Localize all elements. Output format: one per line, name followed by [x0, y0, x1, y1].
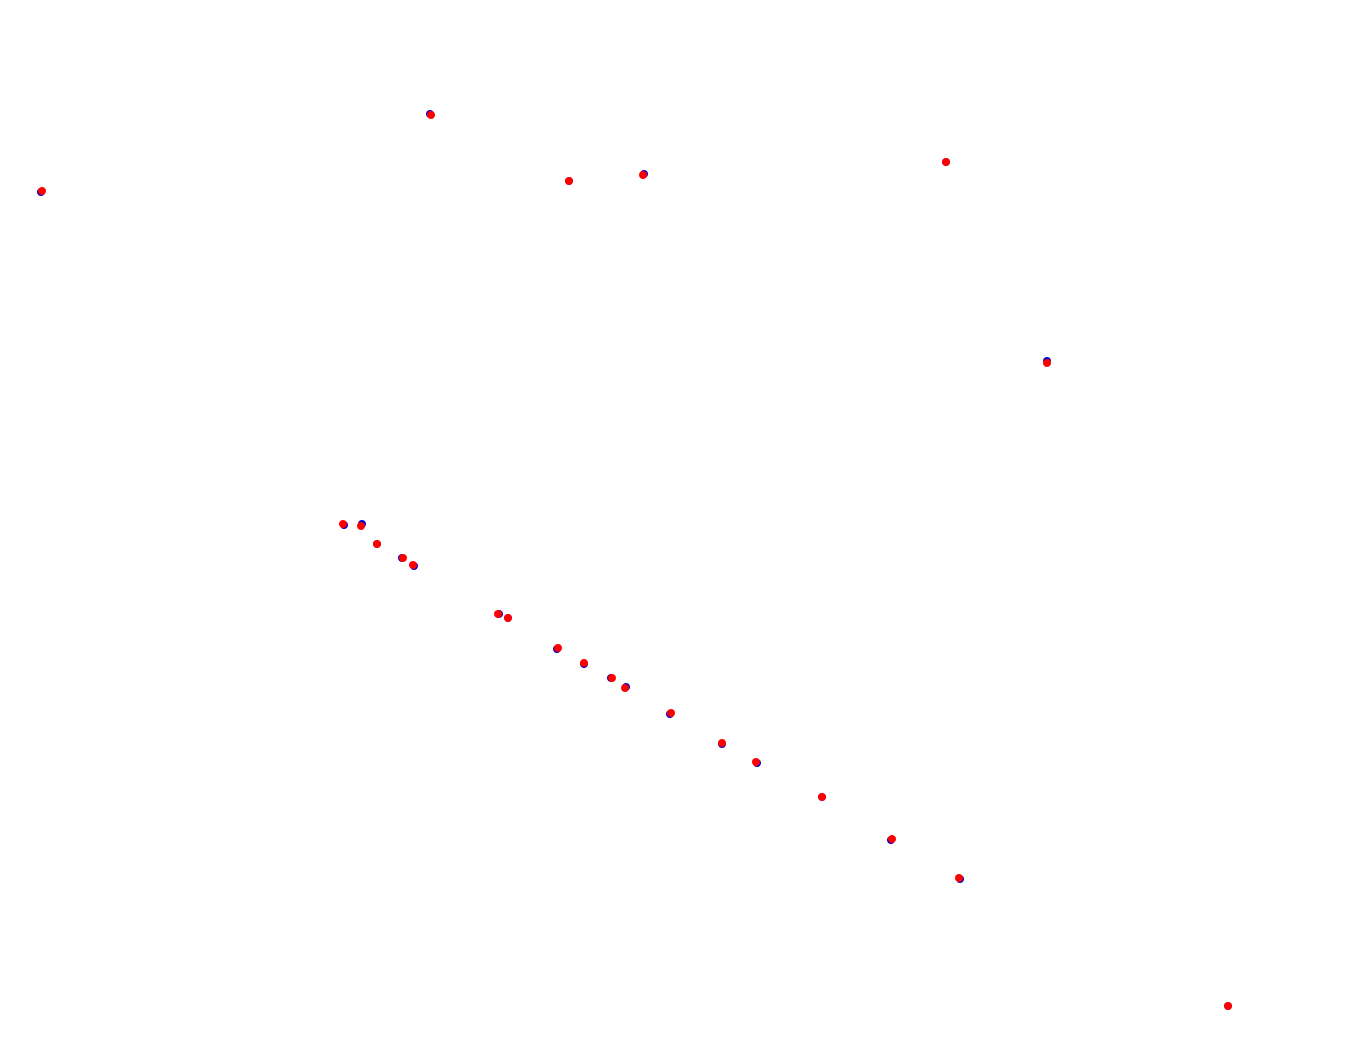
point-s2-4 [639, 171, 647, 179]
point-s2-9 [373, 540, 381, 548]
point-s2-1 [38, 187, 46, 195]
point-s2-18 [667, 709, 675, 717]
point-s2-5 [942, 158, 950, 166]
point-s2-16 [608, 674, 616, 682]
point-s2-17 [621, 684, 629, 692]
point-s2-3 [565, 177, 573, 185]
point-s2-24 [1224, 1002, 1232, 1010]
point-s2-19 [718, 739, 726, 747]
point-s2-14 [554, 644, 562, 652]
point-s2-15 [580, 659, 588, 667]
points-layer [37, 110, 1232, 1010]
point-s2-21 [818, 793, 826, 801]
point-s2-13 [504, 614, 512, 622]
point-s2-7 [339, 520, 347, 528]
point-s2-8 [357, 522, 365, 530]
point-s2-12 [494, 610, 502, 618]
point-s2-20 [752, 758, 760, 766]
series-1 [37, 110, 1232, 1010]
series-2 [38, 111, 1232, 1010]
point-s2-23 [955, 874, 963, 882]
point-s2-2 [427, 111, 435, 119]
point-s2-22 [888, 835, 896, 843]
point-s2-11 [409, 561, 417, 569]
point-s2-10 [399, 554, 407, 562]
point-s2-6 [1043, 359, 1051, 367]
